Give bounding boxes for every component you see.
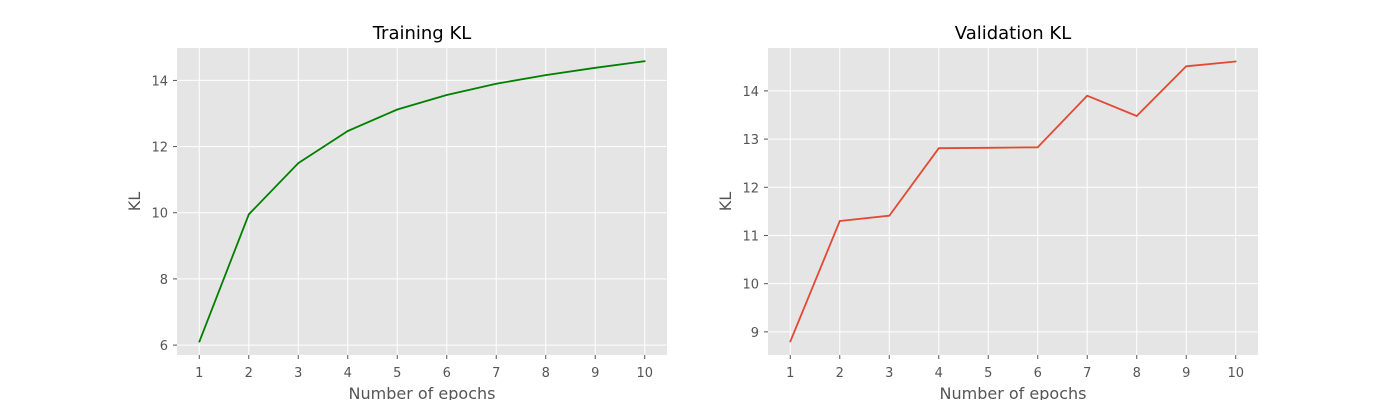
validation-grid bbox=[768, 48, 1258, 355]
training-x-tick-label: 1 bbox=[195, 366, 203, 381]
training-series bbox=[198, 60, 646, 343]
validation-data-point bbox=[1185, 65, 1188, 68]
validation-x-tick-label: 9 bbox=[1182, 366, 1190, 381]
training-plot-area bbox=[177, 48, 667, 355]
training-x-axis-label: Number of epochs bbox=[349, 384, 496, 400]
training-x-tick-label: 7 bbox=[492, 366, 500, 381]
training-x-tick-label: 6 bbox=[443, 366, 451, 381]
training-x-tick-label: 10 bbox=[636, 366, 653, 381]
training-y-tick-label: 14 bbox=[151, 74, 168, 89]
training-y-tick-label: 10 bbox=[151, 207, 168, 222]
validation-data-point bbox=[1234, 60, 1237, 63]
training-data-point bbox=[643, 60, 646, 63]
validation-y-tick-label: 11 bbox=[742, 229, 759, 244]
training-data-point bbox=[594, 66, 597, 69]
validation-y-tick-label: 9 bbox=[751, 326, 759, 341]
validation-data-point bbox=[1086, 94, 1089, 97]
training-grid bbox=[177, 48, 667, 355]
training-data-point bbox=[396, 108, 399, 111]
validation-y-tick-label: 13 bbox=[742, 133, 759, 148]
validation-data-point bbox=[1135, 115, 1138, 117]
validation-x-tick-label: 3 bbox=[885, 366, 893, 381]
training-data-point bbox=[247, 213, 250, 216]
validation-series-line bbox=[789, 60, 1236, 342]
validation-x-tick-label: 1 bbox=[786, 366, 794, 381]
training-y-tick-label: 12 bbox=[151, 141, 168, 156]
validation-y-tick-label: 14 bbox=[742, 85, 759, 100]
validation-x-tick-label: 2 bbox=[836, 366, 844, 381]
training-chart-title: Training KL bbox=[372, 23, 472, 44]
validation-y-tick-label: 10 bbox=[742, 278, 759, 293]
validation-series bbox=[789, 60, 1237, 343]
validation-y-tick-label: 12 bbox=[742, 181, 759, 196]
training-y-axis-label: KL bbox=[125, 192, 144, 211]
training-data-point bbox=[198, 340, 201, 343]
training-data-point bbox=[445, 94, 448, 96]
validation-x-tick-label: 10 bbox=[1227, 366, 1244, 381]
validation-x-tick-label: 8 bbox=[1133, 366, 1141, 381]
training-x-tick-label: 3 bbox=[294, 366, 302, 381]
validation-data-point bbox=[937, 147, 940, 150]
training-x-tick-label: 5 bbox=[393, 366, 401, 381]
training-data-point bbox=[544, 74, 547, 77]
validation-chart-title: Validation KL bbox=[955, 23, 1071, 44]
training-data-point bbox=[346, 130, 349, 132]
validation-data-point bbox=[789, 340, 792, 343]
training-x-tick-label: 4 bbox=[344, 366, 352, 381]
validation-x-tick-label: 6 bbox=[1034, 366, 1042, 381]
training-x-tick-label: 8 bbox=[542, 366, 550, 381]
validation-x-tick-label: 4 bbox=[935, 366, 943, 381]
training-x-tick-label: 9 bbox=[591, 366, 599, 381]
training-y-tick-label: 8 bbox=[160, 273, 168, 288]
training-data-point bbox=[297, 162, 300, 165]
validation-x-axis-label: Number of epochs bbox=[940, 384, 1087, 400]
validation-data-point bbox=[987, 146, 990, 149]
validation-x-tick-label: 5 bbox=[984, 366, 992, 381]
training-x-tick-label: 2 bbox=[245, 366, 253, 381]
training-series-line bbox=[198, 60, 645, 343]
validation-data-point bbox=[888, 214, 891, 217]
validation-data-point bbox=[838, 220, 841, 222]
validation-y-axis-label: KL bbox=[716, 192, 735, 211]
validation-plot-area bbox=[768, 48, 1258, 355]
validation-x-tick-label: 7 bbox=[1083, 366, 1091, 381]
validation-data-point bbox=[1036, 146, 1039, 149]
training-data-point bbox=[495, 82, 498, 85]
training-y-tick-label: 6 bbox=[160, 339, 168, 354]
